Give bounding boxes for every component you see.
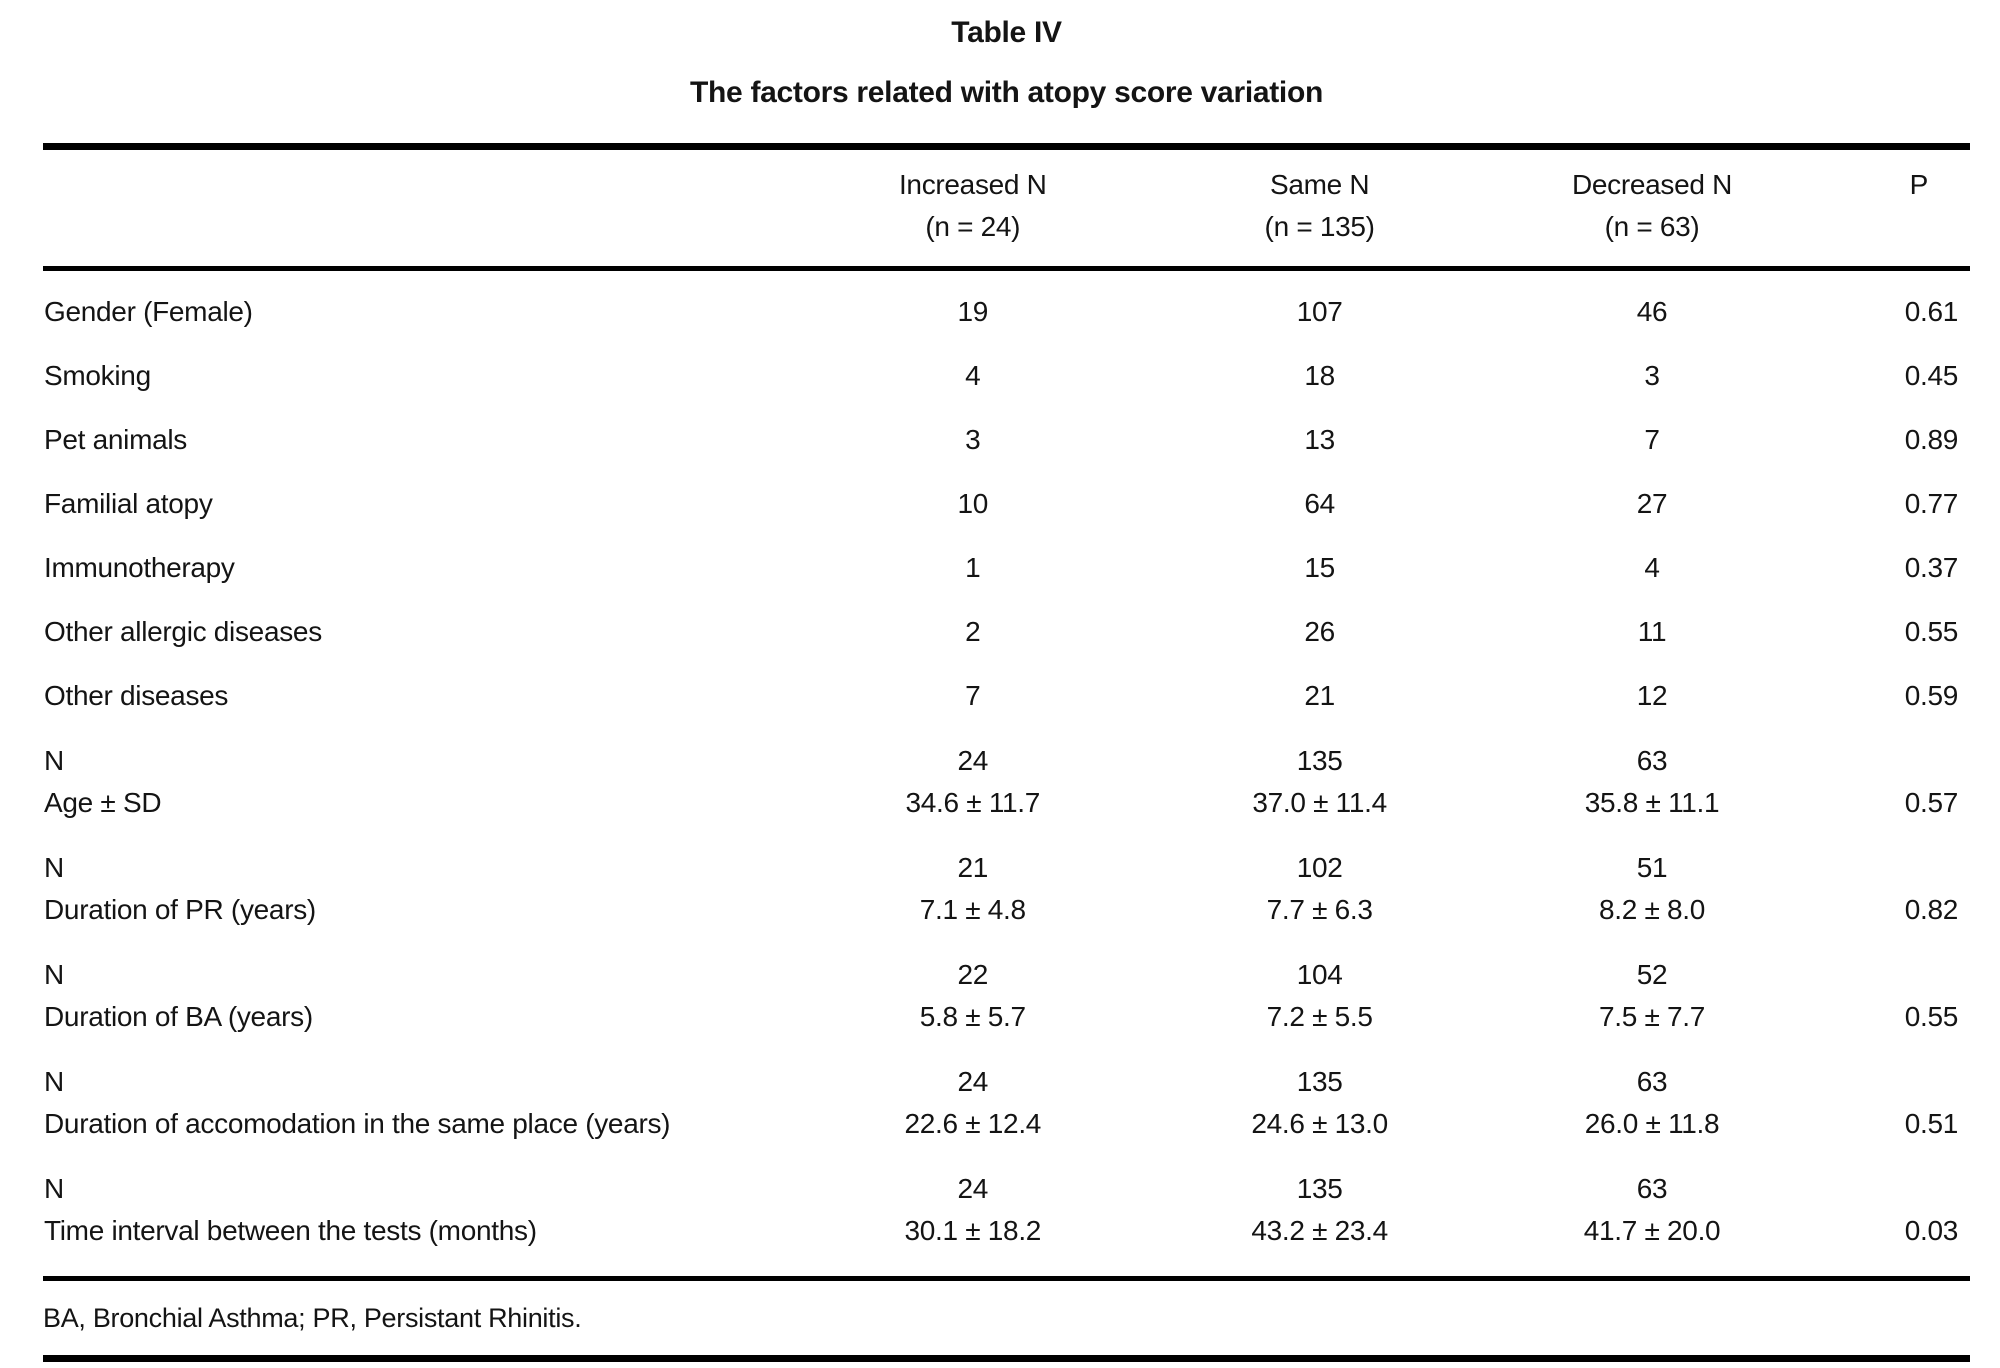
cell-same: 135 37.0 ± 11.4 — [1252, 744, 1387, 818]
cell-decreased: 4 — [1644, 552, 1660, 583]
cell-same: 26 — [1304, 616, 1335, 647]
cell-decreased: 52 7.5 ± 7.7 — [1598, 958, 1706, 1032]
cell-same: 135 24.6 ± 13.0 — [1251, 1065, 1388, 1139]
cell-decreased: 63 26.0 ± 11.8 — [1584, 1065, 1720, 1139]
table-subtitle: The factors related with atopy score var… — [689, 76, 1324, 109]
row-label: N Duration of accomodation in the same p… — [44, 1065, 671, 1139]
cell-p: 0.37 — [1904, 552, 1959, 583]
col-header-decreased-title: Decreased N — [1571, 169, 1733, 200]
cell-p: 0.51 — [1904, 1107, 1959, 1139]
col-header-p-sub — [1816, 206, 1958, 248]
col-header-increased-title: Increased N — [898, 169, 1047, 200]
col-header-same: Same N (n = 135) — [1151, 150, 1489, 271]
cell-decreased: 12 — [1636, 680, 1668, 711]
cell-p: 0.57 — [1904, 786, 1959, 818]
table-row-other-allergic-diseases: Other allergic diseases 2 26 11 0.55 — [43, 600, 1970, 664]
col-header-increased-sub: (n = 24) — [925, 211, 1021, 242]
cell-decreased: 3 — [1644, 360, 1660, 391]
cell-same: 104 7.2 ± 5.5 — [1266, 958, 1373, 1032]
table-row-accommodation: N Duration of accomodation in the same p… — [43, 1049, 1970, 1156]
row-label: N Duration of PR (years) — [44, 851, 316, 925]
cell-increased: 22 5.8 ± 5.7 — [919, 958, 1026, 1032]
row-label: Pet animals — [44, 424, 187, 455]
cell-p: 0.55 — [1904, 616, 1959, 647]
cell-p: 0.59 — [1904, 680, 1959, 711]
cell-same: 15 — [1304, 552, 1335, 583]
cell-p: 0.77 — [1904, 488, 1959, 519]
col-header-same-title: Same N — [1269, 169, 1370, 200]
header-cell-empty — [43, 150, 795, 271]
table-row-age: N Age ± SD 24 34.6 ± 11.7 135 37.0 ± 11.… — [43, 728, 1970, 835]
row-label: Familial atopy — [44, 488, 213, 519]
table-row-duration-ba: N Duration of BA (years) 22 5.8 ± 5.7 10… — [43, 942, 1970, 1049]
table-title: Table IV — [951, 16, 1062, 49]
cell-increased: 19 — [957, 296, 989, 327]
header-row: Increased N (n = 24) Same N (n = 135) De… — [43, 150, 1970, 271]
cell-p: 0.89 — [1904, 424, 1959, 455]
bottom-rule — [43, 1355, 1970, 1362]
table-body: Gender (Female) 19 107 46 0.61 Smoking 4… — [43, 269, 1970, 1277]
cell-increased: 24 34.6 ± 11.7 — [905, 744, 1041, 818]
table-row-time-interval: N Time interval between the tests (month… — [43, 1156, 1970, 1276]
col-header-same-sub: (n = 135) — [1264, 211, 1375, 242]
row-label: Immunotherapy — [44, 552, 235, 583]
cell-same: 102 7.7 ± 6.3 — [1266, 851, 1373, 925]
table-row-immunotherapy: Immunotherapy 1 15 4 0.37 — [43, 536, 1970, 600]
cell-same: 135 43.2 ± 23.4 — [1251, 1172, 1388, 1246]
cell-decreased: 11 — [1637, 616, 1667, 647]
col-header-increased: Increased N (n = 24) — [794, 150, 1152, 271]
col-header-decreased: Decreased N (n = 63) — [1488, 150, 1816, 271]
table-row-pet-animals: Pet animals 3 13 7 0.89 — [43, 408, 1970, 472]
cell-increased: 7 — [965, 680, 981, 711]
table-row-other-diseases: Other diseases 7 21 12 0.59 — [43, 664, 1970, 728]
row-label: Other allergic diseases — [44, 616, 322, 647]
row-label: N Time interval between the tests (month… — [44, 1172, 537, 1246]
cell-decreased: 51 8.2 ± 8.0 — [1598, 851, 1706, 925]
row-label: Gender (Female) — [44, 296, 253, 327]
cell-same: 64 — [1304, 488, 1335, 519]
cell-same: 13 — [1304, 424, 1335, 455]
table-row-gender: Gender (Female) 19 107 46 0.61 — [43, 269, 1970, 345]
col-header-p: P — [1815, 150, 1970, 271]
cell-decreased: 46 — [1636, 296, 1668, 327]
table-header: Increased N (n = 24) Same N (n = 135) De… — [43, 150, 1970, 271]
row-label: Other diseases — [44, 680, 229, 711]
cell-increased: 2 — [965, 616, 981, 647]
row-label: Smoking — [44, 360, 151, 391]
cell-same: 21 — [1304, 680, 1335, 711]
row-label: N Age ± SD — [44, 744, 162, 818]
cell-p: 0.55 — [1904, 1000, 1959, 1032]
cell-decreased: 7 — [1644, 424, 1660, 455]
table-row-familial-atopy: Familial atopy 10 64 27 0.77 — [43, 472, 1970, 536]
table-row-duration-pr: N Duration of PR (years) 21 7.1 ± 4.8 10… — [43, 835, 1970, 942]
cell-p: 0.61 — [1904, 296, 1959, 327]
cell-decreased: 63 35.8 ± 11.1 — [1584, 744, 1720, 818]
cell-decreased: 27 — [1636, 488, 1668, 519]
data-table: Increased N (n = 24) Same N (n = 135) De… — [43, 150, 1970, 1276]
top-rule — [43, 143, 1970, 150]
cell-increased: 21 7.1 ± 4.8 — [919, 851, 1026, 925]
table-footnote: BA, Bronchial Asthma; PR, Persistant Rhi… — [43, 1303, 582, 1333]
table-row-smoking: Smoking 4 18 3 0.45 — [43, 344, 1970, 408]
cell-increased: 1 — [965, 552, 981, 583]
cell-increased: 24 22.6 ± 12.4 — [904, 1065, 1042, 1139]
cell-p: 0.45 — [1904, 360, 1959, 391]
cell-same: 107 — [1296, 296, 1343, 327]
cell-increased: 4 — [965, 360, 981, 391]
cell-p: 0.03 — [1904, 1214, 1959, 1246]
cell-increased: 3 — [965, 424, 981, 455]
cell-decreased: 63 41.7 ± 20.0 — [1583, 1172, 1721, 1246]
cell-same: 18 — [1304, 360, 1335, 391]
col-header-p-title: P — [1909, 169, 1929, 200]
footnote-top-rule — [43, 1276, 1970, 1281]
cell-increased: 24 30.1 ± 18.2 — [904, 1172, 1042, 1246]
col-header-decreased-sub: (n = 63) — [1604, 211, 1700, 242]
cell-p: 0.82 — [1904, 893, 1959, 925]
cell-increased: 10 — [957, 488, 989, 519]
row-label: N Duration of BA (years) — [44, 958, 313, 1032]
